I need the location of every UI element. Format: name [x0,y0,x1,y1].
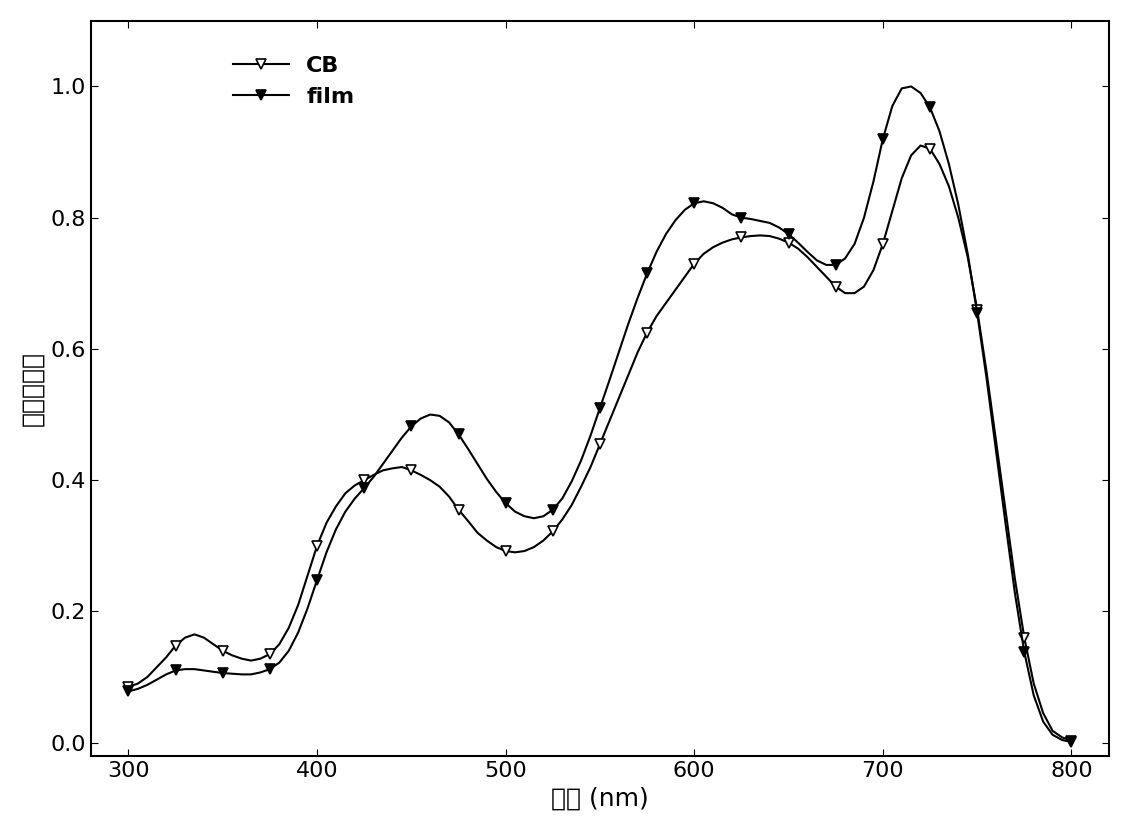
Y-axis label: 归一化吸收: 归一化吸收 [20,351,45,425]
Legend: CB, film: CB, film [224,47,364,116]
film [829,260,843,270]
CB [687,258,701,268]
CB [122,682,136,692]
CB [914,140,928,150]
film [904,81,918,91]
Line: film: film [123,81,1076,747]
CB [556,514,570,524]
CB [829,282,843,292]
CB [357,475,371,485]
film [782,229,796,239]
film [188,664,201,674]
Line: CB: CB [123,140,1076,745]
film [357,483,371,493]
film [1064,737,1078,747]
CB [188,629,201,639]
film [122,686,136,696]
CB [1064,735,1078,745]
CB [782,238,796,248]
film [556,494,570,504]
X-axis label: 波长 (nm): 波长 (nm) [551,786,649,810]
film [687,199,701,209]
